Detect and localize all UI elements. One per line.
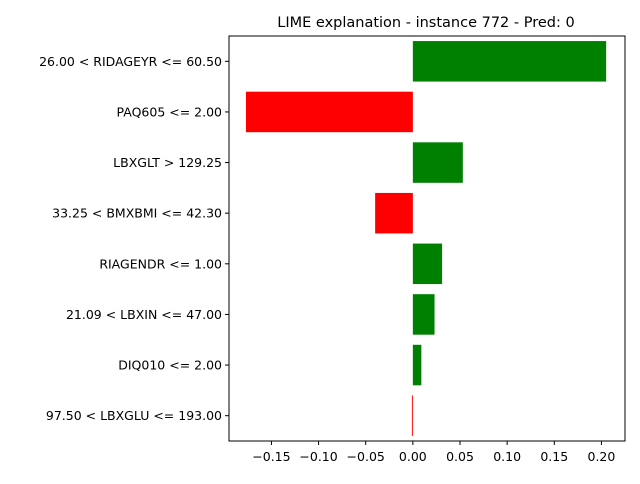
chart-title: LIME explanation - instance 772 - Pred: … [277, 15, 574, 31]
x-tick-label: 0.20 [588, 449, 616, 464]
x-ticks: −0.15 −0.10 −0.05 0.00 0.05 0.10 0.15 0.20 [252, 441, 615, 464]
y-tick-label: 97.50 < LBXGLU <= 193.00 [46, 408, 222, 423]
bar-2 [412, 142, 463, 183]
bar-7 [411, 395, 413, 436]
bar-6 [412, 344, 422, 386]
bar-3 [375, 192, 413, 234]
x-tick-label: −0.10 [299, 449, 337, 464]
x-tick-label: 0.15 [540, 449, 568, 464]
bars-group [245, 41, 607, 436]
y-tick-label: 21.09 < LBXIN <= 47.00 [66, 307, 222, 322]
y-tick-label: DIQ010 <= 2.00 [118, 358, 222, 373]
y-tick-label: LBXGLT > 129.25 [113, 155, 222, 170]
y-tick-label: PAQ605 <= 2.00 [117, 104, 223, 119]
x-tick-label: 0.05 [446, 449, 474, 464]
x-tick-label: −0.15 [252, 449, 290, 464]
bar-1 [245, 91, 413, 133]
bar-5 [412, 294, 435, 335]
x-tick-label: −0.05 [347, 449, 385, 464]
y-tick-label: 33.25 < BMXBMI <= 42.30 [52, 206, 222, 221]
bar-0 [412, 41, 607, 82]
x-tick-label: 0.00 [399, 449, 427, 464]
y-tick-label: 26.00 < RIDAGEYR <= 60.50 [39, 54, 222, 69]
bar-4 [412, 243, 443, 285]
y-tick-labels: 26.00 < RIDAGEYR <= 60.50 PAQ605 <= 2.00 L… [39, 54, 229, 423]
plot-frame [228, 35, 626, 442]
x-tick-label: 0.10 [493, 449, 521, 464]
y-tick-label: RIAGENDR <= 1.00 [99, 256, 222, 271]
